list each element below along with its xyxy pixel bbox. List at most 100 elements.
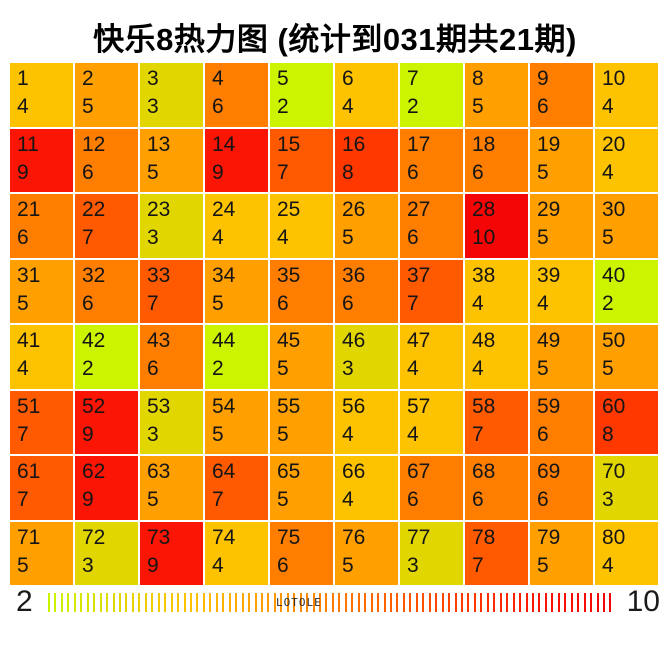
- heatmap-cell-71: 71 5: [10, 521, 73, 585]
- heatmap-cell-47: 47 4: [400, 325, 463, 389]
- ball-number: 47: [407, 329, 431, 352]
- ball-count: 4: [342, 422, 354, 446]
- ball-number: 19: [537, 132, 561, 156]
- ball-count: 5: [17, 291, 29, 315]
- legend-tick: [473, 593, 476, 612]
- ball-number: 68: [472, 460, 496, 483]
- ball-number: 30: [602, 198, 626, 221]
- ball-count: 3: [82, 553, 94, 577]
- page-title: 快乐8热力图 (统计到031期共21期): [93, 22, 577, 57]
- ball-count: 7: [472, 422, 484, 446]
- legend-tick: [80, 593, 83, 612]
- ball-count: 5: [277, 422, 289, 446]
- heatmap-cell-61: 61 7: [10, 456, 73, 520]
- heatmap-cell-33: 33 7: [140, 259, 203, 323]
- ball-number: 29: [537, 198, 561, 221]
- ball-count: 5: [277, 488, 289, 511]
- ball-number: 6: [342, 67, 354, 90]
- ball-count: 5: [147, 488, 159, 511]
- legend-tick: [215, 593, 218, 612]
- heatmap-cell-46: 46 3: [335, 325, 398, 389]
- legend-tick: [486, 593, 489, 612]
- heatmap-cell-28: 28 10: [465, 194, 528, 258]
- heatmap-cell-68: 68 6: [465, 456, 528, 520]
- ball-count: 6: [17, 226, 29, 249]
- ball-count: 6: [537, 95, 549, 118]
- legend-tick: [144, 593, 147, 612]
- ball-count: 7: [212, 488, 224, 511]
- ball-count: 4: [472, 357, 484, 380]
- ball-number: 40: [602, 263, 626, 287]
- legend-tick: [241, 593, 244, 612]
- legend-tick: [48, 593, 50, 612]
- legend-tick: [235, 593, 238, 612]
- legend-gradient-ticks: [48, 593, 612, 612]
- legend-tick: [390, 593, 393, 612]
- ball-count: 6: [407, 160, 419, 184]
- ball-number: 70: [602, 460, 626, 483]
- ball-number: 39: [537, 263, 561, 287]
- ball-number: 76: [342, 525, 366, 549]
- legend-tick: [512, 593, 515, 612]
- ball-number: 11: [17, 132, 39, 156]
- heatmap-cell-63: 63 5: [140, 456, 203, 520]
- legend-tick: [538, 593, 541, 612]
- heatmap-cell-57: 57 4: [400, 390, 463, 454]
- ball-count: 10: [472, 226, 496, 249]
- legend-tick: [583, 593, 586, 612]
- ball-count: 8: [602, 422, 614, 446]
- legend-tick: [183, 593, 186, 612]
- heatmap-cell-48: 48 4: [465, 325, 528, 389]
- legend-tick: [499, 593, 502, 612]
- ball-count: 4: [277, 226, 289, 249]
- ball-number: 28: [472, 198, 496, 221]
- legend-tick: [138, 593, 141, 612]
- ball-number: 71: [17, 525, 41, 549]
- ball-number: 33: [147, 263, 171, 287]
- ball-number: 57: [407, 394, 431, 418]
- legend-tick: [131, 593, 134, 612]
- ball-number: 13: [147, 132, 171, 156]
- heatmap-cell-37: 37 7: [400, 259, 463, 323]
- ball-number: 27: [407, 198, 431, 221]
- heatmap-cell-12: 12 6: [75, 128, 138, 192]
- heatmap-cell-40: 40 2: [595, 259, 658, 323]
- legend-tick: [67, 593, 70, 612]
- ball-number: 69: [537, 460, 561, 483]
- legend-tick: [164, 593, 167, 612]
- ball-count: 4: [342, 95, 354, 118]
- ball-count: 5: [342, 226, 354, 249]
- ball-number: 58: [472, 394, 496, 418]
- legend-tick: [267, 593, 270, 612]
- legend-tick: [467, 593, 470, 612]
- ball-count: 6: [82, 160, 94, 184]
- ball-number: 25: [277, 198, 301, 221]
- legend-tick: [364, 593, 367, 612]
- ball-number: 41: [17, 329, 41, 352]
- ball-count: 6: [472, 160, 484, 184]
- heatmap-cell-34: 34 5: [205, 259, 268, 323]
- heatmap-cell-38: 38 4: [465, 259, 528, 323]
- heatmap-grid: 1 4 2 5 3 3 4 6 5 2 6 4 7 2 8 5 9 6 10 4 11 9 12 6 13 5 14 9 15 7 16 8 1…: [10, 63, 658, 585]
- ball-count: 4: [602, 553, 614, 577]
- legend-tick: [415, 593, 418, 612]
- heatmap-cell-66: 66 4: [335, 456, 398, 520]
- ball-number: 55: [277, 394, 301, 418]
- heatmap-cell-39: 39 4: [530, 259, 593, 323]
- heatmap-cell-36: 36 6: [335, 259, 398, 323]
- legend-tick: [306, 593, 309, 612]
- ball-number: 37: [407, 263, 431, 287]
- heatmap-cell-26: 26 5: [335, 194, 398, 258]
- legend-tick: [461, 593, 463, 612]
- ball-number: 12: [82, 132, 106, 156]
- ball-count: 4: [342, 488, 354, 511]
- ball-number: 4: [212, 67, 224, 90]
- legend-tick: [228, 593, 231, 612]
- legend-tick: [454, 593, 457, 612]
- ball-number: 65: [277, 460, 301, 483]
- heatmap-cell-13: 13 5: [140, 128, 203, 192]
- ball-count: 5: [602, 357, 614, 380]
- heatmap-cell-43: 43 6: [140, 325, 203, 389]
- ball-count: 3: [147, 95, 159, 118]
